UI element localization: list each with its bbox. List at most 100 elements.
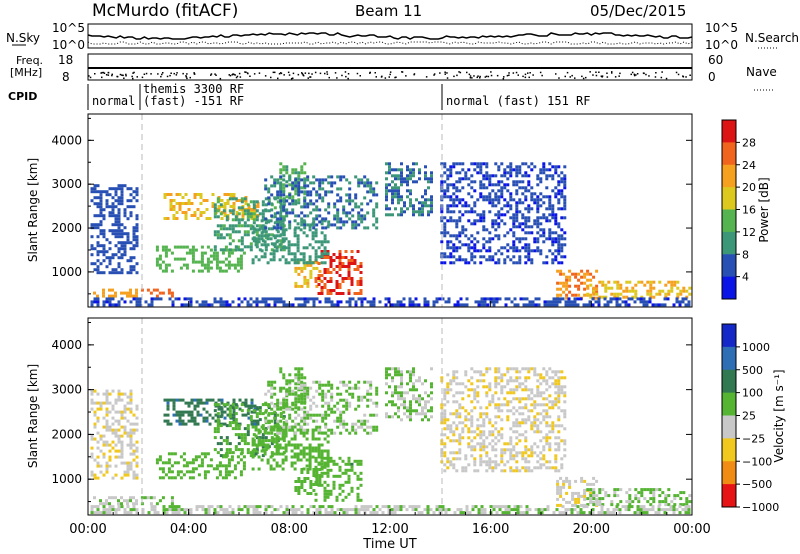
data-cell (350, 489, 354, 493)
data-cell (464, 373, 468, 377)
data-cell (226, 202, 230, 205)
data-cell (551, 261, 555, 265)
data-cell (339, 300, 343, 304)
data-cell (646, 500, 650, 504)
data-cell (239, 458, 243, 462)
data-cell (412, 370, 415, 374)
data-cell (491, 174, 495, 178)
data-cell (613, 491, 617, 495)
data-cell (391, 403, 394, 407)
data-cell (172, 208, 176, 211)
data-cell (108, 294, 111, 298)
data-cell (449, 246, 453, 250)
data-cell (369, 386, 373, 390)
data-cell (333, 181, 337, 185)
data-cell (318, 425, 322, 429)
data-cell (565, 278, 569, 282)
nave-dot (111, 74, 113, 77)
data-cell (391, 180, 394, 184)
data-cell (351, 199, 355, 203)
data-cell (372, 193, 376, 197)
data-cell (135, 461, 139, 465)
data-cell (610, 292, 614, 296)
data-cell (458, 201, 462, 205)
data-cell (479, 183, 483, 187)
data-cell (551, 240, 555, 244)
data-cell (282, 439, 286, 443)
data-cell (294, 269, 298, 273)
data-cell (294, 486, 298, 489)
data-cell (96, 223, 100, 227)
data-cell (619, 283, 623, 287)
data-cell (261, 215, 265, 219)
data-cell (163, 413, 167, 417)
data-cell (96, 268, 100, 272)
data-cell (518, 412, 522, 416)
data-cell (567, 303, 571, 307)
data-cell (521, 421, 525, 425)
data-cell (559, 494, 563, 498)
data-cell (482, 174, 486, 178)
data-cell (347, 474, 351, 478)
data-cell (203, 470, 207, 474)
nave-dot (485, 75, 488, 78)
data-cell (225, 424, 229, 428)
nave-dot (111, 73, 113, 76)
data-cell (503, 373, 507, 377)
data-cell (326, 225, 330, 229)
data-cell (452, 204, 456, 208)
data-cell (573, 297, 577, 301)
data-cell (135, 190, 139, 194)
data-cell (400, 391, 403, 395)
data-cell (557, 370, 561, 374)
data-cell (646, 289, 650, 293)
data-cell (385, 192, 388, 196)
data-cell (303, 281, 307, 285)
data-cell (615, 297, 619, 301)
data-cell (378, 300, 382, 304)
data-cell (311, 246, 315, 250)
data-cell (412, 210, 415, 214)
data-cell (558, 300, 562, 304)
data-cell (240, 242, 244, 246)
data-cell (188, 476, 192, 480)
data-cell (314, 465, 318, 469)
data-cell (228, 406, 232, 410)
data-cell (536, 237, 540, 241)
data-cell (455, 162, 459, 166)
data-cell (184, 193, 188, 196)
data-cell (327, 428, 331, 432)
data-cell (385, 204, 388, 208)
data-cell (479, 445, 483, 449)
data-cell (216, 230, 220, 234)
data-cell (421, 412, 424, 416)
data-cell (159, 297, 163, 301)
data-cell (363, 413, 367, 417)
data-cell (485, 228, 489, 232)
data-cell (253, 214, 257, 217)
data-cell (273, 433, 277, 437)
data-cell (357, 184, 361, 188)
beam-label: Beam 11 (355, 2, 422, 20)
data-cell (559, 491, 563, 495)
data-cell (276, 431, 280, 435)
data-cell (397, 201, 400, 205)
data-cell (363, 217, 367, 221)
data-cell (163, 196, 167, 199)
data-cell (155, 245, 159, 249)
data-cell (90, 398, 94, 402)
data-cell (306, 223, 310, 227)
data-cell (129, 271, 133, 275)
data-cell (388, 385, 391, 389)
data-cell (294, 297, 298, 301)
data-cell (281, 228, 285, 232)
data-cell (206, 263, 210, 267)
data-cell (521, 466, 525, 470)
data-cell (412, 373, 415, 377)
data-cell (336, 401, 340, 405)
data-cell (488, 210, 492, 214)
nave-dot (468, 73, 471, 76)
data-cell (228, 224, 232, 228)
data-cell (324, 416, 328, 420)
data-cell (406, 183, 409, 187)
